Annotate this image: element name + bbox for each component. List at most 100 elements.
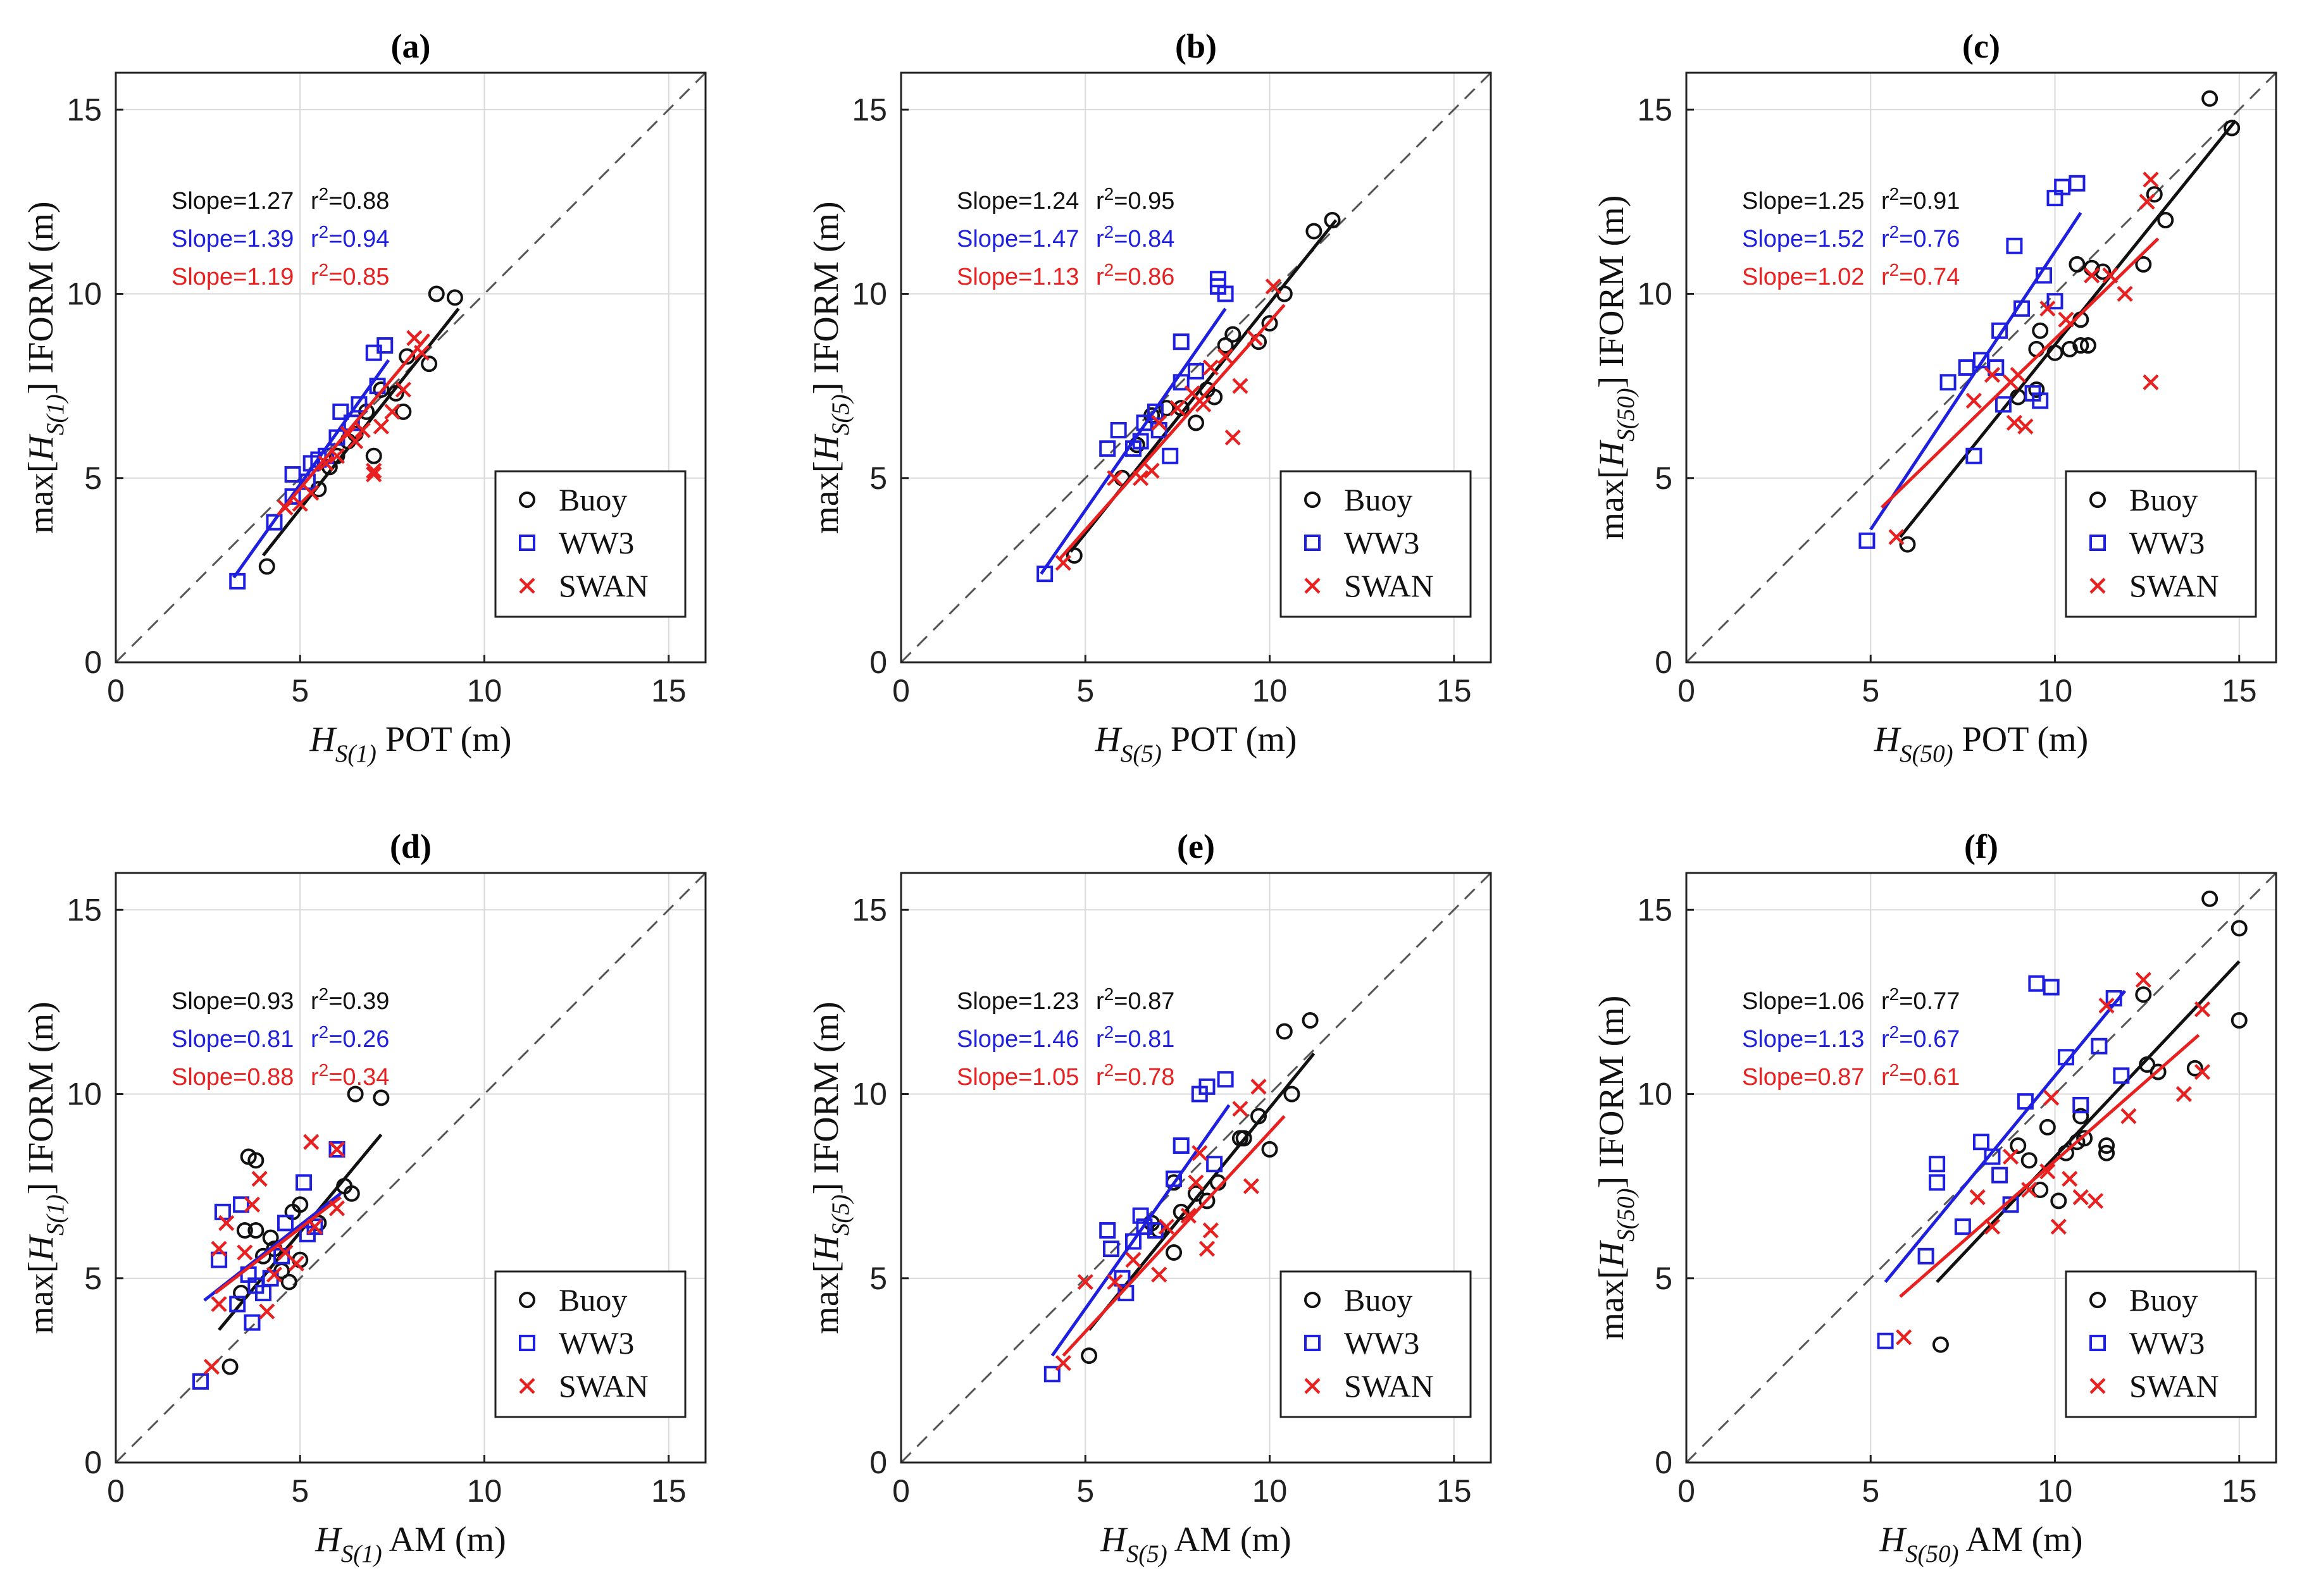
- x-tick-label: 5: [1862, 1473, 1879, 1509]
- legend-marker-buoy: [2089, 1292, 2106, 1308]
- fit-line-swan: [214, 1196, 342, 1295]
- point-buoy: [2135, 986, 2152, 1003]
- y-tick-label: 10: [852, 1077, 887, 1112]
- point-buoy: [399, 348, 416, 365]
- panel-title: (e): [1177, 827, 1215, 865]
- stat-r2-ww3: r2=0.76: [1881, 222, 1960, 252]
- point-swan: [1250, 1079, 1267, 1095]
- point-ww3: [2113, 1067, 2130, 1084]
- point-ww3: [229, 1296, 246, 1313]
- point-swan: [1169, 400, 1186, 416]
- point-buoy: [373, 381, 390, 398]
- point-swan: [2194, 1001, 2211, 1018]
- legend-label-swan: SWAN: [559, 568, 649, 603]
- legend-marker-ww3: [519, 1335, 535, 1351]
- stat-r2-swan: r2=0.86: [1096, 260, 1174, 290]
- point-ww3: [1988, 359, 2005, 376]
- x-axis-label: HS(50) AM (m): [1879, 1520, 2083, 1568]
- point-swan: [2143, 374, 2159, 390]
- point-buoy: [2039, 1118, 2056, 1135]
- point-swan: [1232, 378, 1248, 394]
- point-buoy: [1188, 414, 1204, 431]
- panel-title: (b): [1175, 27, 1217, 65]
- y-tick-label: 15: [1637, 92, 1672, 127]
- legend-marker-swan: [519, 1378, 535, 1394]
- x-tick-label: 10: [2038, 1473, 2073, 1509]
- point-buoy: [1899, 536, 1916, 553]
- stat-slope-buoy: Slope=1.25: [1742, 188, 1864, 214]
- y-axis-label: max[HS(5)] IFORM (m): [807, 1001, 854, 1333]
- legend-marker-swan: [519, 578, 535, 594]
- x-tick-label: 10: [1252, 1473, 1288, 1509]
- point-buoy: [2032, 322, 2049, 339]
- point-swan: [1180, 1208, 1197, 1224]
- point-swan: [244, 1196, 261, 1213]
- point-buoy: [347, 1086, 364, 1103]
- point-swan: [2006, 414, 2023, 431]
- stat-r2-swan: r2=0.61: [1881, 1060, 1960, 1091]
- point-buoy: [2224, 120, 2241, 137]
- panel-f: 0 5 10 15 0 5 10 15 (f) HS(50) AM (m) max[HS(50)] …: [1592, 827, 2277, 1568]
- point-ww3: [1994, 396, 2012, 413]
- legend-marker-swan: [1304, 578, 1321, 594]
- series-swan: [1896, 972, 2211, 1345]
- point-swan: [2143, 171, 2159, 188]
- legend-label-buoy: Buoy: [1344, 482, 1412, 517]
- x-tick-label: 15: [2222, 1473, 2257, 1509]
- point-swan: [1055, 1355, 1071, 1371]
- point-ww3: [1110, 422, 1127, 439]
- y-axis-label: max[HS(1)] IFORM (m): [22, 1001, 69, 1333]
- y-tick-label: 5: [869, 461, 887, 496]
- point-swan: [1151, 1266, 1167, 1283]
- point-buoy: [1283, 1086, 1300, 1103]
- point-swan: [237, 1244, 253, 1261]
- stat-slope-swan: Slope=0.88: [171, 1064, 294, 1091]
- point-swan: [1888, 529, 1905, 545]
- legend-label-buoy: Buoy: [2129, 1282, 2198, 1318]
- x-tick-label: 0: [107, 1473, 125, 1509]
- point-buoy: [2201, 890, 2218, 907]
- legend-label-swan: SWAN: [1344, 1368, 1434, 1404]
- point-swan: [2194, 1063, 2211, 1080]
- fit-line-swan: [1880, 237, 2160, 509]
- point-swan: [2139, 194, 2155, 210]
- y-tick-label: 15: [66, 892, 102, 927]
- point-ww3: [1099, 440, 1116, 457]
- stat-slope-ww3: Slope=1.52: [1742, 226, 1864, 252]
- legend-label-ww3: WW3: [1344, 525, 1419, 560]
- point-ww3: [211, 1251, 228, 1268]
- y-tick-label: 0: [1655, 1445, 1672, 1480]
- x-axis-label: HS(1) POT (m): [309, 720, 511, 767]
- point-swan: [2003, 1148, 2019, 1165]
- x-axis-label: HS(50) POT (m): [1874, 720, 2089, 767]
- panel-b: 0 5 10 15 0 5 10 15 (b) HS(5) POT (m) max[HS(5)] I…: [807, 27, 1492, 767]
- x-tick-label: 0: [892, 673, 910, 708]
- legend-label-swan: SWAN: [559, 1368, 649, 1404]
- point-swan: [2050, 1218, 2067, 1235]
- x-tick-label: 15: [2222, 673, 2257, 708]
- x-tick-label: 0: [892, 1473, 910, 1509]
- y-tick-label: 15: [852, 892, 887, 927]
- point-swan: [2135, 972, 2151, 988]
- legend-marker-swan: [2089, 1378, 2106, 1394]
- point-buoy: [2146, 186, 2163, 203]
- legend-label-buoy: Buoy: [559, 482, 627, 517]
- x-tick-label: 0: [107, 673, 125, 708]
- x-tick-label: 10: [467, 673, 502, 708]
- point-ww3: [1965, 447, 1982, 464]
- x-tick-label: 10: [2038, 673, 2073, 708]
- legend-label-ww3: WW3: [2129, 525, 2205, 560]
- point-swan: [354, 422, 371, 438]
- point-swan: [373, 418, 389, 435]
- point-swan: [211, 1240, 227, 1257]
- x-tick-label: 5: [1076, 1473, 1094, 1509]
- point-buoy: [2069, 256, 2086, 273]
- point-ww3: [332, 403, 349, 420]
- legend-marker-buoy: [2089, 492, 2106, 508]
- y-axis-label: max[HS(5)] IFORM (m): [807, 201, 854, 533]
- point-buoy: [1302, 1012, 1319, 1029]
- legend-marker-ww3: [2089, 1335, 2106, 1351]
- point-buoy: [221, 1358, 239, 1375]
- point-swan: [211, 1296, 227, 1313]
- x-tick-label: 0: [1677, 673, 1695, 708]
